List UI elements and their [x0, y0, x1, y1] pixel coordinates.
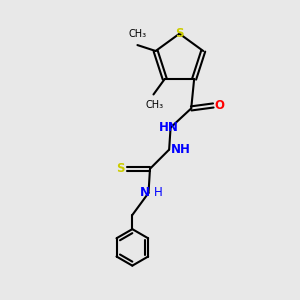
Text: S: S	[175, 27, 184, 40]
Text: HN: HN	[159, 121, 179, 134]
Text: O: O	[215, 99, 225, 112]
Text: CH₃: CH₃	[146, 100, 164, 110]
Text: NH: NH	[170, 143, 190, 156]
Text: S: S	[116, 162, 125, 175]
Text: N: N	[140, 186, 150, 200]
Text: CH₃: CH₃	[128, 28, 146, 39]
Text: H: H	[154, 186, 162, 200]
